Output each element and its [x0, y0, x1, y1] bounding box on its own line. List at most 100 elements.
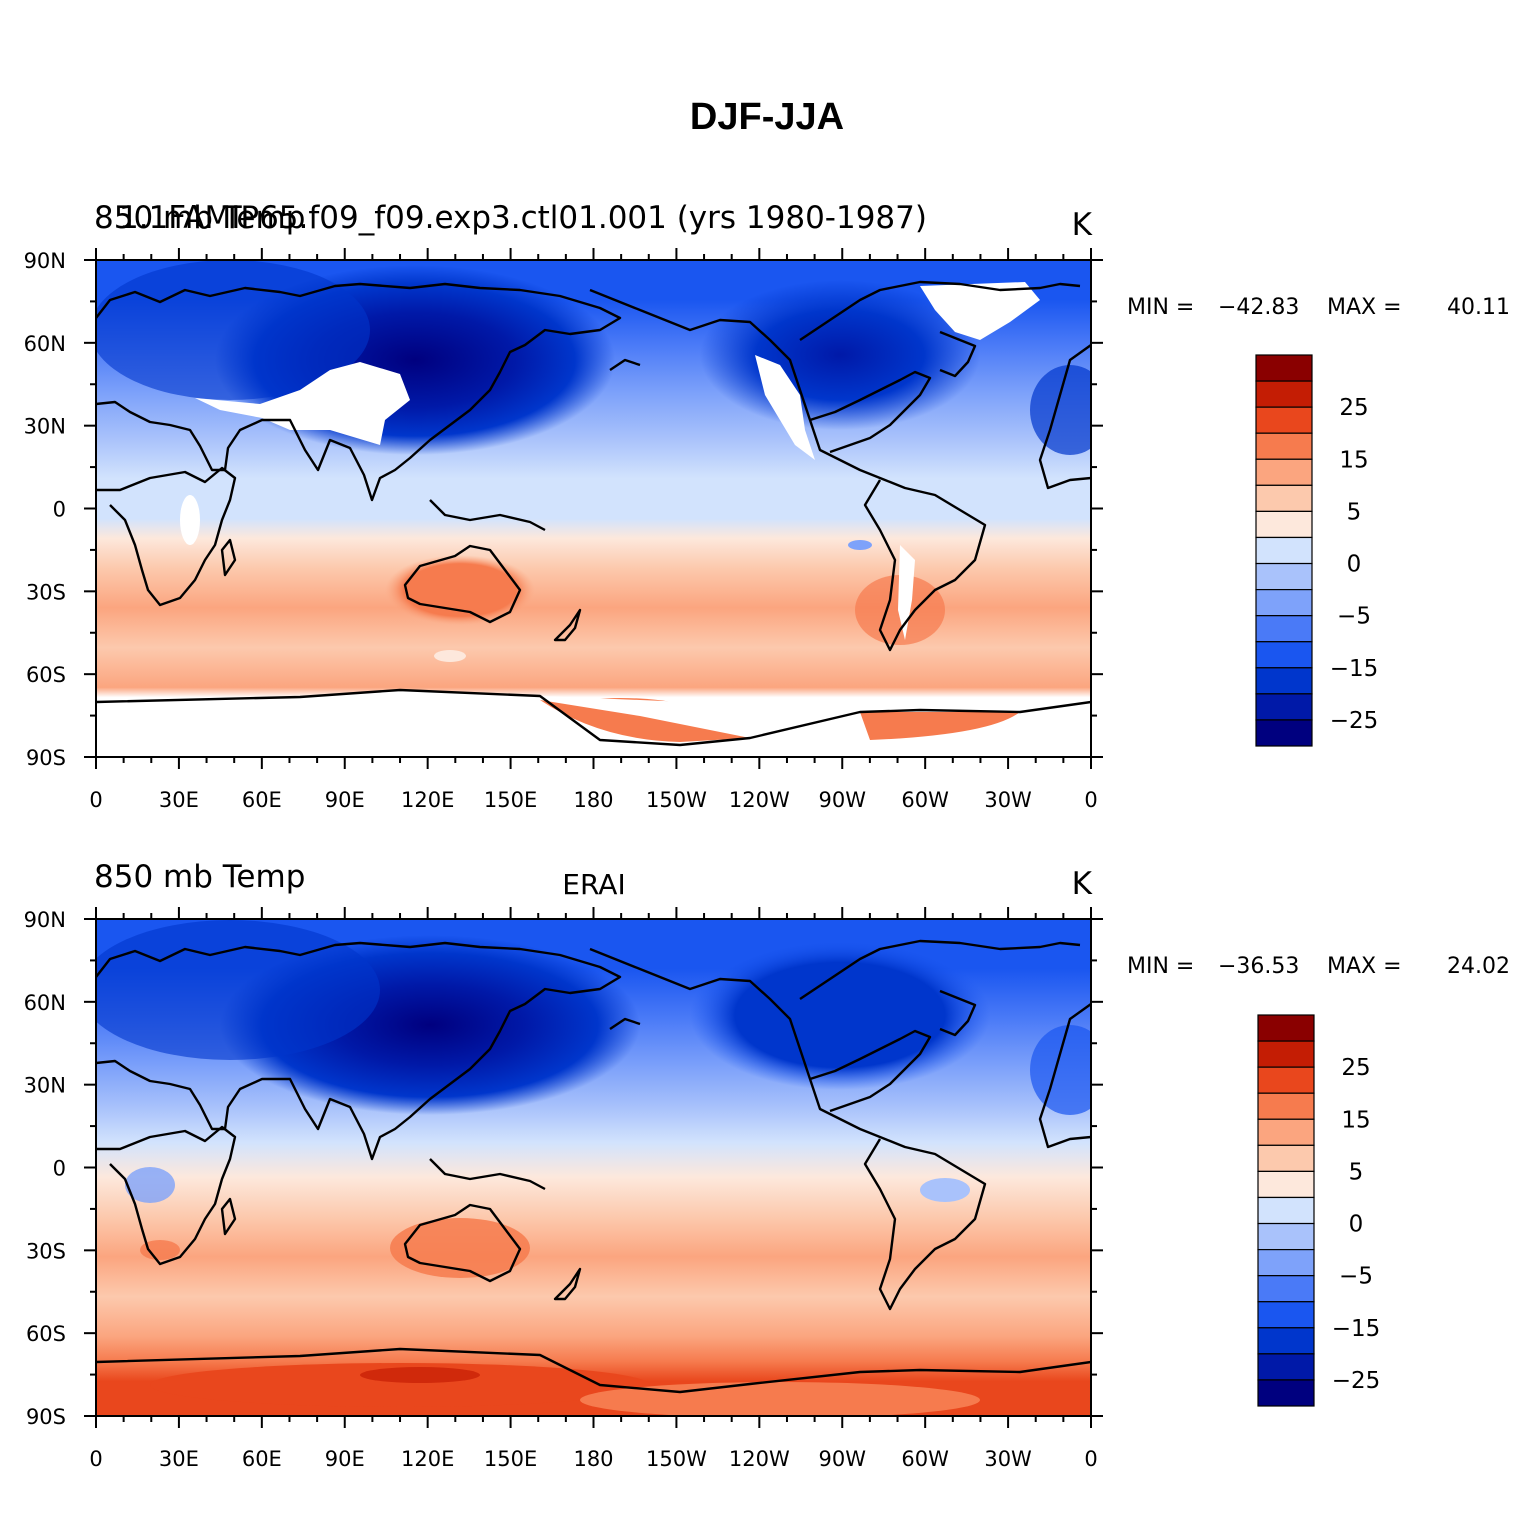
lat-tick-label: 90S — [26, 1405, 66, 1429]
lon-tick-label: 60E — [242, 1447, 282, 1471]
panel-1-southern-ocean-patch — [434, 650, 466, 662]
colorbar-swatch — [1255, 719, 1313, 747]
panel-2-colorbar: 25 15 5 0 −5 −15 −25 — [1257, 1014, 1381, 1407]
lon-tick-label: 150E — [484, 788, 537, 812]
colorbar-swatch — [1257, 1275, 1315, 1303]
colorbar-swatch — [1255, 406, 1313, 434]
colorbar-swatch — [1257, 1327, 1315, 1355]
lat-tick-label: 90S — [26, 746, 66, 770]
panel-1-amazon-cool-patch — [848, 540, 872, 550]
lon-tick-label: 60E — [242, 788, 282, 812]
lon-tick-label: 0 — [89, 788, 102, 812]
colorbar-label: −5 — [1339, 1264, 1373, 1290]
panel-2-antarctic-warm-core — [360, 1367, 480, 1383]
colorbar-swatch — [1255, 458, 1313, 486]
colorbar-swatch — [1257, 1144, 1315, 1173]
panel-1-coastlines — [96, 280, 1091, 747]
panel-2-axes: 90N 60N 30N 0 30S 60S 90S 0 30E 60E 90E 120E 150E 180… — [24, 907, 1103, 1471]
lon-tick-label: 90E — [325, 1447, 365, 1471]
lat-tick-label: 60S — [26, 1322, 66, 1346]
colorbar-swatch — [1255, 615, 1313, 643]
colorbar-swatch — [1255, 536, 1313, 565]
colorbar-swatch — [1257, 1040, 1315, 1068]
colorbar-label: −25 — [1330, 708, 1379, 734]
colorbar-label: 5 — [1347, 499, 1362, 525]
lon-tick-label: 30W — [984, 788, 1032, 812]
panel-1-tibet-missing — [195, 362, 410, 445]
colorbar-swatch — [1257, 1379, 1315, 1407]
panel-1-rockies-missing — [755, 355, 815, 460]
lat-tick-label: 60S — [26, 663, 66, 687]
panel-2-africa-cool — [125, 1167, 175, 1203]
lon-tick-label: 60W — [901, 1447, 949, 1471]
panel-1-greenland-missing — [920, 282, 1040, 340]
panel-2-atlantic-cold — [1030, 1025, 1091, 1115]
panel-2-max-value: 24.02 — [1447, 954, 1510, 979]
colorbar-swatch — [1255, 641, 1313, 669]
lon-tick-label: 30E — [159, 788, 199, 812]
panel-2-left-label: 850 mb Temp — [94, 859, 305, 895]
panel-2-min-value: −36.53 — [1218, 954, 1299, 979]
lon-tick-label: 60W — [901, 788, 949, 812]
panel-1-field — [96, 260, 1091, 757]
colorbar-swatch — [1257, 1222, 1315, 1251]
colorbar-swatch — [1255, 484, 1313, 513]
panel-1-antarctic-warm-edge — [540, 700, 750, 742]
lon-tick-label: 120W — [729, 788, 790, 812]
colorbar-swatch — [1255, 354, 1313, 382]
lon-tick-label: 30W — [984, 1447, 1032, 1471]
colorbar-swatch — [1257, 1170, 1315, 1199]
panel-1-left-label: 850 mb Temp — [94, 200, 305, 236]
colorbar-swatch — [1255, 693, 1313, 721]
colorbar-swatch — [1255, 562, 1313, 591]
panel-2-europe-cold — [96, 920, 380, 1060]
colorbar-swatch — [1257, 1066, 1315, 1094]
lon-tick-label: 0 — [89, 1447, 102, 1471]
lon-tick-label: 180 — [573, 1447, 613, 1471]
colorbar-label: 0 — [1349, 1212, 1364, 1238]
panel-1-andes-missing — [898, 545, 915, 640]
colorbar-swatch — [1257, 1196, 1315, 1225]
panel-1: 850 mb Temp 1.1FAMIP65.f09_f09.exp3.ctl0… — [24, 200, 1510, 812]
panel-2-antarctic-warm-a — [150, 1363, 650, 1407]
colorbar-swatch — [1255, 510, 1313, 539]
panel-2-center-label: ERAI — [562, 868, 625, 901]
colorbar-label: 5 — [1349, 1159, 1364, 1185]
colorbar-swatch — [1255, 432, 1313, 460]
colorbar-swatch — [1255, 380, 1313, 408]
lon-tick-label: 90W — [819, 1447, 867, 1471]
colorbar-swatch — [1255, 588, 1313, 617]
colorbar-label: −15 — [1330, 656, 1379, 682]
colorbar-swatch — [1257, 1092, 1315, 1120]
lon-tick-label: 0 — [1084, 788, 1097, 812]
colorbar-label: 0 — [1347, 552, 1362, 578]
colorbar-swatch — [1257, 1118, 1315, 1146]
panel-2-max-label: MAX = — [1327, 954, 1402, 979]
colorbar-label: −25 — [1332, 1368, 1381, 1394]
panel-1-max-value: 40.11 — [1447, 295, 1510, 320]
colorbar-swatch — [1257, 1353, 1315, 1381]
lon-tick-label: 150W — [646, 788, 707, 812]
lat-tick-label: 30S — [26, 580, 66, 604]
panel-1-colorbar: 25 15 5 0 −5 −15 −25 — [1255, 354, 1379, 747]
colorbar-label: 15 — [1341, 1107, 1370, 1133]
lon-tick-label: 120E — [401, 1447, 454, 1471]
panel-1-min-label: MIN = — [1127, 295, 1194, 320]
panel-2-antarctic-warm-b — [580, 1382, 980, 1416]
panel-1-units-label: K — [1072, 207, 1093, 243]
panel-2-samerica-cool — [920, 1178, 970, 1202]
lat-tick-label: 30S — [26, 1239, 66, 1263]
colorbar-swatch — [1257, 1248, 1315, 1277]
lat-tick-label: 0 — [53, 1157, 66, 1181]
colorbar-swatch — [1257, 1301, 1315, 1329]
lat-tick-label: 30N — [24, 1074, 66, 1098]
panel-2-safrica-warm — [140, 1240, 180, 1260]
lon-tick-label: 0 — [1084, 1447, 1097, 1471]
lon-tick-label: 150E — [484, 1447, 537, 1471]
panel-1-australia-warm — [385, 555, 535, 625]
panel-1-min-value: −42.83 — [1218, 295, 1299, 320]
panel-1-antarctic-warm-edge-b — [860, 712, 1020, 740]
panel-2-field — [96, 919, 1091, 1416]
colorbar-label: −5 — [1337, 604, 1371, 630]
